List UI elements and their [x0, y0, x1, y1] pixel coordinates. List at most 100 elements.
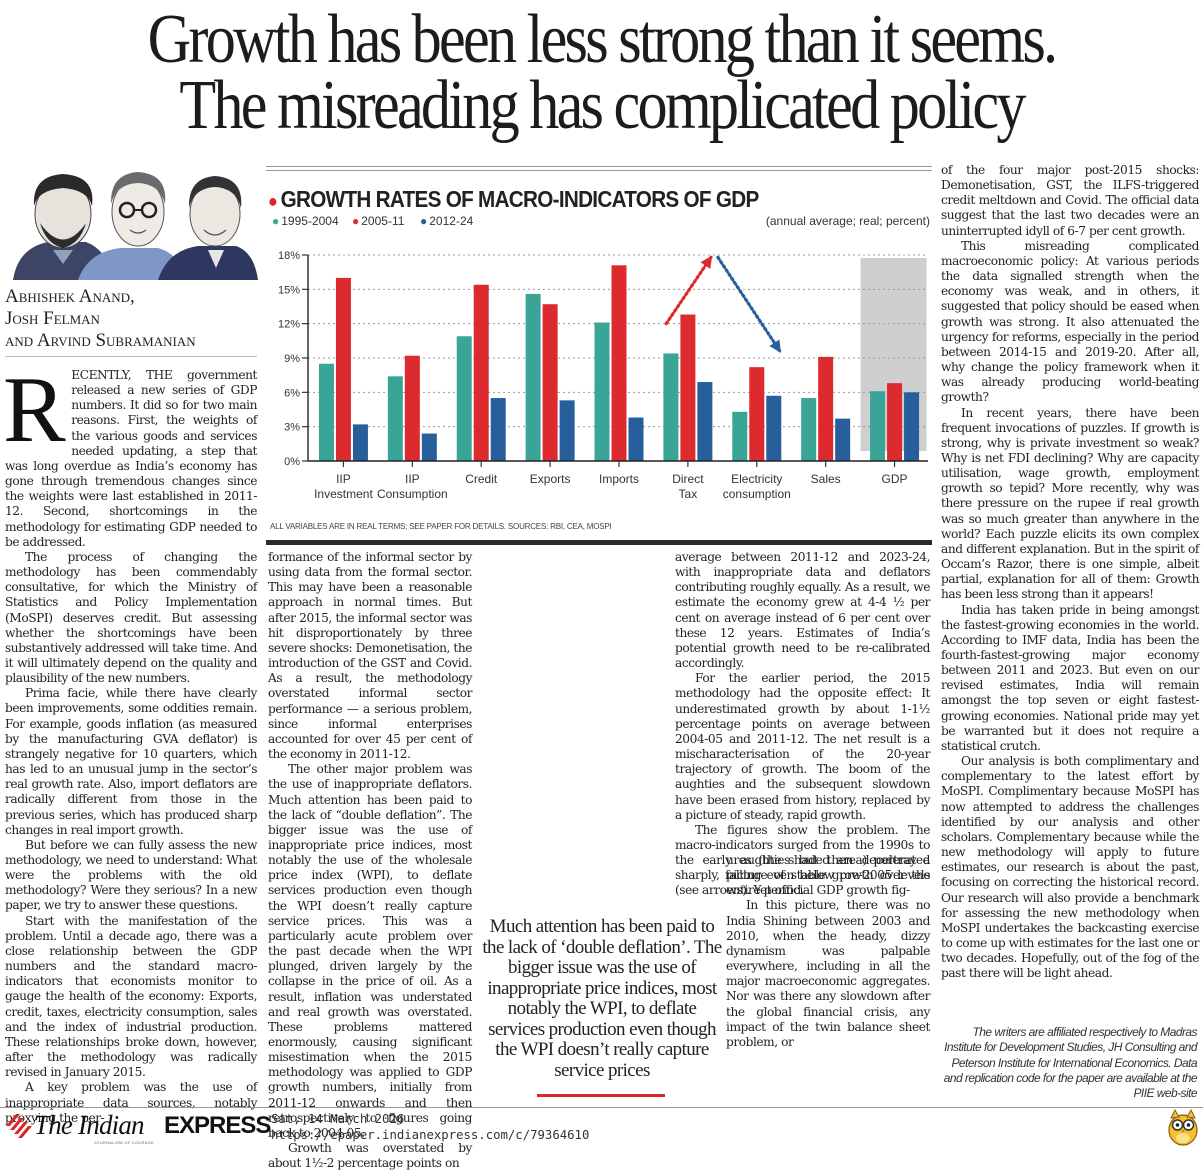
logo-tagline: JOURNALISM OF COURAGE	[94, 1140, 155, 1145]
chart-title: ● GROWTH RATES OF MACRO-INDICATORS OF GDP	[268, 186, 759, 212]
chart-subtitle: (annual average; real; percent)	[765, 214, 930, 228]
bar-2005-11-iip-investment	[335, 277, 351, 461]
paragraph: The other major problem was the use of i…	[268, 762, 472, 1140]
article-column-2: formance of the informal sector by using…	[268, 550, 472, 1171]
paragraph: The figures show the problem. The macro-…	[675, 822, 930, 898]
chart-bottom-rule	[266, 540, 932, 545]
chart-source-note: ALL VARIABLES ARE IN REAL TERMS; SEE PAP…	[270, 522, 612, 531]
author-name: Abhishek Anand,	[5, 286, 135, 307]
paragraph: formance of the informal sector by using…	[268, 550, 473, 762]
x-tick-label: Imports	[599, 472, 639, 486]
x-tick-label: Credit	[465, 472, 498, 486]
paragraph: In recent years, there have been frequen…	[941, 405, 1199, 602]
bar-1995-2004-direct-tax	[663, 353, 679, 461]
headline-line-1: Growth has been less strong than it seem…	[147, 1, 1058, 78]
y-tick-label: 6%	[284, 387, 300, 399]
x-tick-label: Tax	[679, 487, 698, 501]
y-tick-label: 18%	[278, 250, 300, 262]
paragraph: India has taken pride in being amongst t…	[941, 602, 1199, 753]
chart-top-rule	[266, 166, 932, 171]
paragraph: Prima facie, while there have clearly be…	[5, 686, 257, 837]
fall-arrowhead-icon	[769, 339, 781, 353]
article-column-4: of the four major post-2015 shocks: Demo…	[941, 163, 1199, 981]
paragraph: For the earlier period, the 2015 methodo…	[675, 671, 930, 822]
bar-2005-11-iip-consumption	[404, 355, 420, 461]
bar-2005-11-gdp	[887, 383, 903, 461]
legend-dot-icon: ●	[272, 214, 280, 228]
paragraph: average between 2011-12 and 2023-24, wit…	[675, 550, 930, 671]
article-column-3-wrap: ures (the shaded area) portray a picture…	[726, 853, 930, 1050]
bar-1995-2004-credit	[456, 336, 472, 461]
bar-2012-24-iip-investment	[352, 424, 368, 461]
author-portrait-2	[78, 172, 186, 280]
bar-2012-24-iip-consumption	[421, 433, 437, 461]
bar-2012-24-credit	[490, 398, 506, 461]
x-tick-label: GDP	[882, 472, 908, 486]
title-bullet-icon: ●	[268, 191, 278, 211]
bar-2005-11-sales	[818, 356, 834, 461]
bar-2005-11-imports	[611, 265, 627, 461]
logo-wordmark-express: EXPRESS	[164, 1112, 271, 1139]
article-column-1: R ECENTLY, THE government released a new …	[3, 358, 257, 1126]
author-name: Josh Felman	[5, 308, 100, 329]
paragraph: A key problem was the use of inappropria…	[5, 1080, 257, 1125]
bar-1995-2004-gdp	[870, 391, 886, 461]
x-tick-label: Investment	[314, 487, 373, 501]
author-affiliations: The writers are affiliated respectively …	[943, 1025, 1198, 1101]
paragraph: Growth was overstated by about 1½-2 perc…	[268, 1141, 472, 1171]
legend-item: ● 2005-11	[352, 214, 405, 228]
chart-figure: ● GROWTH RATES OF MACRO-INDICATORS OF GDP…	[266, 162, 932, 534]
paragraph: R ECENTLY, THE government released a new …	[3, 358, 257, 549]
bar-1995-2004-imports	[594, 322, 610, 461]
pull-quote-rule	[537, 1094, 665, 1097]
logo-wordmark-the-indian: The Indian	[34, 1110, 145, 1140]
x-tick-label: Electricity	[731, 472, 782, 486]
bar-1995-2004-exports	[525, 293, 541, 461]
bar-2012-24-imports	[628, 417, 644, 461]
legend-dot-icon: ●	[420, 214, 428, 228]
bar-1995-2004-electricity-consumption	[732, 411, 748, 461]
pull-quote: Much attention has been paid to the lack…	[482, 916, 722, 1081]
bar-1995-2004-sales	[801, 398, 817, 461]
y-tick-label: 12%	[278, 319, 300, 331]
y-tick-label: 9%	[284, 353, 300, 365]
bar-2005-11-direct-tax	[680, 314, 696, 461]
legend-item: ● 2012-24	[420, 214, 474, 228]
paragraph: But before we can fully assess the new m…	[5, 837, 257, 913]
paragraph: In this picture, there was no India Shin…	[726, 898, 930, 1049]
logo-stripes-icon	[6, 1114, 32, 1138]
bar-2012-24-sales	[835, 418, 851, 461]
byline-divider	[5, 356, 257, 357]
paragraph: ures (the shaded area) portray a picture…	[726, 853, 930, 898]
bar-2012-24-direct-tax	[697, 382, 713, 461]
legend-item: ● 1995-2004	[272, 214, 339, 228]
x-tick-label: Direct	[672, 472, 704, 486]
x-tick-label: consumption	[723, 487, 791, 501]
x-tick-label: Consumption	[377, 487, 448, 501]
y-tick-label: 3%	[284, 422, 300, 434]
bar-1995-2004-iip-consumption	[387, 376, 403, 461]
x-tick-label: IIP	[336, 472, 351, 486]
bar-2012-24-exports	[559, 400, 575, 461]
bar-2005-11-exports	[542, 304, 558, 461]
print-url[interactable]: https://epaper.indianexpress.com/c/79364…	[271, 1128, 590, 1142]
bar-1995-2004-iip-investment	[318, 363, 334, 461]
legend-dot-icon: ●	[352, 214, 360, 228]
indian-express-logo[interactable]: The Indian EXPRESS JOURNALISM OF COURAGE	[6, 1110, 271, 1145]
fall-arrow	[716, 255, 782, 353]
bar-2005-11-electricity-consumption	[749, 367, 765, 461]
byline: Abhishek Anand, Josh Felman and Arvind S…	[5, 286, 196, 352]
bar-2005-11-credit	[473, 284, 489, 461]
print-date: Sat, 14 March 2026	[271, 1112, 405, 1126]
bar-2012-24-electricity-consumption	[766, 395, 782, 461]
y-tick-label: 15%	[278, 284, 300, 296]
owl-mascot-icon[interactable]	[1166, 1108, 1200, 1146]
author-name: and Arvind Subramanian	[5, 330, 196, 351]
x-tick-label: Exports	[530, 472, 571, 486]
author-portrait-3	[158, 176, 258, 280]
article-column-3: average between 2011-12 and 2023-24, wit…	[675, 550, 930, 899]
y-tick-label: 0%	[284, 456, 300, 468]
rise-arrowhead-icon	[700, 255, 713, 269]
paragraph: Start with the manifestation of the prob…	[5, 913, 257, 1080]
rise-arrow	[664, 255, 713, 326]
